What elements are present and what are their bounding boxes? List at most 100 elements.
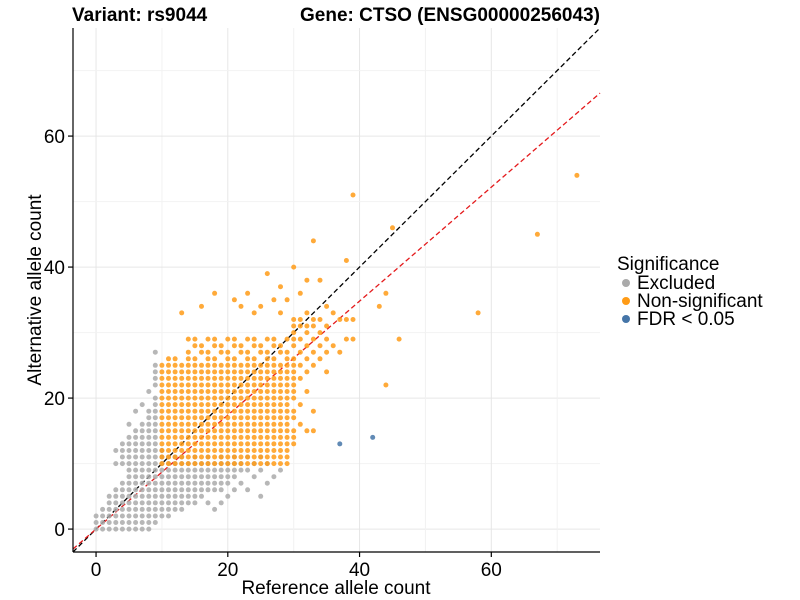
point-non-significant	[278, 402, 283, 408]
point-non-significant	[304, 323, 310, 329]
point-non-significant	[159, 382, 165, 388]
point-non-significant	[212, 336, 218, 342]
point-excluded	[166, 487, 171, 493]
point-non-significant	[245, 375, 251, 381]
point-non-significant	[324, 303, 330, 309]
point-excluded	[218, 500, 224, 506]
point-excluded	[139, 402, 145, 408]
point-non-significant	[172, 415, 178, 421]
point-non-significant	[212, 375, 218, 381]
point-non-significant	[238, 421, 244, 427]
point-non-significant	[284, 297, 290, 303]
point-non-significant	[192, 441, 198, 447]
point-excluded	[139, 454, 145, 460]
point-non-significant	[251, 310, 257, 316]
point-non-significant	[179, 441, 185, 447]
point-excluded	[245, 487, 251, 493]
point-non-significant	[297, 421, 303, 427]
point-non-significant	[258, 382, 264, 388]
point-excluded	[93, 520, 99, 525]
point-non-significant	[205, 362, 211, 368]
point-excluded	[133, 448, 139, 453]
point-non-significant	[192, 421, 198, 427]
point-non-significant	[185, 415, 191, 421]
point-excluded	[133, 434, 139, 440]
point-non-significant	[172, 454, 178, 460]
point-non-significant	[278, 284, 283, 290]
point-non-significant	[199, 303, 204, 309]
point-non-significant	[245, 421, 251, 427]
point-excluded	[179, 474, 185, 480]
point-excluded	[146, 500, 152, 506]
point-excluded	[159, 506, 165, 512]
point-excluded	[159, 480, 165, 486]
point-excluded	[152, 408, 158, 414]
point-non-significant	[218, 454, 224, 460]
point-non-significant	[218, 382, 224, 388]
point-non-significant	[238, 408, 244, 414]
point-non-significant	[185, 362, 191, 368]
point-non-significant	[271, 448, 277, 453]
point-non-significant	[179, 428, 185, 434]
point-non-significant	[205, 356, 211, 362]
point-excluded	[152, 487, 158, 493]
point-non-significant	[258, 402, 264, 408]
point-excluded	[225, 480, 231, 486]
point-excluded	[100, 526, 106, 532]
point-non-significant	[212, 421, 218, 427]
point-non-significant	[159, 461, 165, 467]
point-non-significant	[172, 389, 178, 394]
point-non-significant	[271, 402, 277, 408]
point-excluded	[113, 487, 119, 493]
point-non-significant	[225, 448, 231, 453]
point-non-significant	[159, 421, 165, 427]
point-excluded	[126, 421, 132, 427]
point-non-significant	[310, 428, 316, 434]
point-excluded	[119, 513, 125, 519]
point-excluded	[100, 520, 106, 525]
point-excluded	[146, 487, 152, 493]
point-non-significant	[258, 303, 264, 309]
point-excluded	[152, 415, 158, 421]
point-non-significant	[172, 402, 178, 408]
legend-title: Significance	[617, 254, 719, 275]
point-non-significant	[264, 408, 270, 414]
point-non-significant	[179, 310, 185, 316]
point-non-significant	[205, 428, 211, 434]
point-excluded	[146, 474, 152, 480]
point-non-significant	[258, 395, 264, 401]
legend-label-non-significant: Non-significant	[637, 291, 763, 312]
axis-ticks: 0 20 40 60 0 20 40 60	[44, 127, 502, 581]
legend-swatch-non-significant	[622, 297, 630, 305]
point-excluded	[126, 493, 132, 499]
point-non-significant	[166, 428, 171, 434]
point-non-significant	[258, 369, 264, 375]
point-excluded	[245, 467, 251, 473]
point-non-significant	[304, 428, 310, 434]
point-excluded	[146, 467, 152, 473]
x-tick-label: 40	[349, 560, 370, 581]
point-excluded	[199, 474, 204, 480]
point-non-significant	[264, 349, 270, 355]
point-non-significant	[231, 356, 237, 362]
point-non-significant	[291, 434, 297, 440]
point-non-significant	[218, 395, 224, 401]
point-non-significant	[291, 389, 297, 394]
chart-title-gene: Gene: CTSO (ENSG00000256043)	[300, 5, 600, 26]
point-excluded	[152, 421, 158, 427]
point-excluded	[113, 506, 119, 512]
point-non-significant	[291, 415, 297, 421]
point-non-significant	[225, 408, 231, 414]
point-excluded	[113, 520, 119, 525]
point-non-significant	[475, 310, 481, 316]
point-non-significant	[192, 415, 198, 421]
legend-swatch-excluded	[622, 279, 630, 287]
point-non-significant	[199, 402, 204, 408]
point-non-significant	[258, 428, 264, 434]
point-non-significant	[231, 336, 237, 342]
point-excluded	[100, 513, 106, 519]
point-non-significant	[324, 349, 330, 355]
point-non-significant	[245, 349, 251, 355]
point-non-significant	[251, 375, 257, 381]
point-non-significant	[258, 415, 264, 421]
